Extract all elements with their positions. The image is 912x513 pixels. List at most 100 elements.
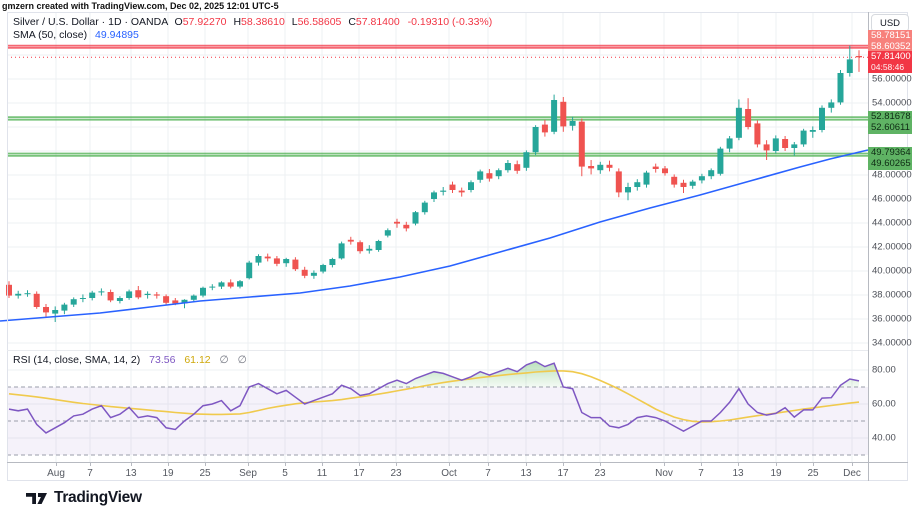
time-tick-label: 11 xyxy=(316,468,328,479)
rsi-legend[interactable]: RSI (14, close, SMA, 14, 2) 73.56 61.12 … xyxy=(13,354,247,366)
change-value: -0.19310 (-0.33%) xyxy=(407,16,493,28)
open-label: O xyxy=(174,16,183,28)
tradingview-logo-text: TradingView xyxy=(54,489,142,506)
tradingview-logo-icon xyxy=(26,492,47,504)
price-level-badge: 58.78151 xyxy=(868,30,912,42)
time-tick-mark xyxy=(526,462,527,466)
time-tick-label: 5 xyxy=(282,468,288,479)
candle xyxy=(772,135,779,154)
symbol-title[interactable]: Silver / U.S. Dollar · 1D · OANDA xyxy=(13,16,168,28)
candle xyxy=(403,221,410,232)
time-tick-mark xyxy=(56,462,57,466)
candle xyxy=(163,294,170,306)
rsi-value: 73.56 xyxy=(149,354,176,366)
candle xyxy=(126,289,133,300)
time-tick-label: 23 xyxy=(594,468,606,479)
candle xyxy=(412,211,419,226)
time-tick-label: Sep xyxy=(239,468,257,479)
time-tick-label: Aug xyxy=(47,468,65,479)
chart-panel-border xyxy=(7,12,908,481)
candle xyxy=(301,266,308,279)
time-tick-mark xyxy=(449,462,450,466)
time-tick-mark xyxy=(776,462,777,466)
time-tick-mark xyxy=(563,462,564,466)
price-level-badge: 49.79364 xyxy=(868,147,912,159)
candle xyxy=(89,290,96,301)
candle xyxy=(98,288,105,296)
candle xyxy=(116,296,123,304)
price-level-badge: 52.60611 xyxy=(868,122,912,134)
time-tick-mark xyxy=(664,462,665,466)
pane-separator xyxy=(7,350,868,351)
sma-legend[interactable]: SMA (50, close) 49.94895 xyxy=(13,29,139,41)
candle xyxy=(615,168,622,198)
candle xyxy=(52,306,59,322)
price-level-badge: 58.60352 xyxy=(868,41,912,53)
symbol-legend[interactable]: Silver / U.S. Dollar · 1D · OANDA O57.92… xyxy=(13,16,492,28)
time-tick-label: 25 xyxy=(199,468,211,479)
time-tick-label: Dec xyxy=(843,468,861,479)
time-tick-mark xyxy=(322,462,323,466)
candle xyxy=(754,120,761,148)
price-tick-label: 38.00000 xyxy=(872,289,912,301)
candle xyxy=(107,289,114,303)
candle xyxy=(218,281,225,289)
candle xyxy=(532,125,539,156)
rsi-empty-icon: ∅ xyxy=(219,354,229,366)
candlestick-series xyxy=(6,45,862,322)
candle xyxy=(421,200,428,215)
time-tick-label: 25 xyxy=(807,468,819,479)
candle xyxy=(578,118,585,177)
candle xyxy=(689,179,696,189)
price-tick-label: 40.00000 xyxy=(872,265,912,277)
time-tick-label: 7 xyxy=(485,468,491,479)
candle xyxy=(255,254,262,266)
candle xyxy=(652,163,659,173)
candle xyxy=(846,45,853,77)
candle xyxy=(320,263,327,274)
sma-line xyxy=(0,149,869,322)
candle xyxy=(782,136,789,151)
time-tick-mark xyxy=(738,462,739,466)
price-level-lines[interactable] xyxy=(7,44,868,157)
rsi-tick-label: 40.00 xyxy=(872,432,896,444)
candle xyxy=(662,166,668,176)
candle xyxy=(338,241,345,260)
candle xyxy=(495,168,502,180)
candle xyxy=(828,99,835,113)
time-tick-mark xyxy=(90,462,91,466)
time-tick-label: 13 xyxy=(125,468,137,479)
close-label: C xyxy=(348,16,356,28)
candle xyxy=(24,290,31,297)
time-tick-label: 13 xyxy=(520,468,532,479)
price-gridlines xyxy=(7,54,868,344)
candle xyxy=(745,98,752,130)
close-value: 57.81400 xyxy=(355,16,400,28)
candle xyxy=(477,169,484,183)
candle xyxy=(200,286,206,298)
candle xyxy=(283,257,290,267)
rsi-tick-label: 60.00 xyxy=(872,398,896,410)
candle xyxy=(347,236,354,245)
candle xyxy=(726,136,733,153)
price-level-badge: 52.81678 xyxy=(868,111,912,123)
candle xyxy=(735,99,742,141)
candle xyxy=(310,270,317,279)
candle xyxy=(357,240,364,254)
candle xyxy=(698,173,705,184)
time-tick-mark xyxy=(168,462,169,466)
low-label: L xyxy=(291,16,298,28)
high-value: 58.38610 xyxy=(241,16,285,28)
tradingview-footer[interactable]: TradingView xyxy=(26,489,142,507)
candle xyxy=(597,161,604,174)
candle xyxy=(79,294,86,303)
low-value: 56.58605 xyxy=(297,16,342,28)
candle xyxy=(819,105,825,133)
candle xyxy=(560,97,567,132)
candle xyxy=(523,150,530,171)
time-tick-mark xyxy=(701,462,702,466)
price-tick-label: 46.00000 xyxy=(872,193,912,205)
candle xyxy=(606,160,613,172)
candle xyxy=(791,142,798,156)
